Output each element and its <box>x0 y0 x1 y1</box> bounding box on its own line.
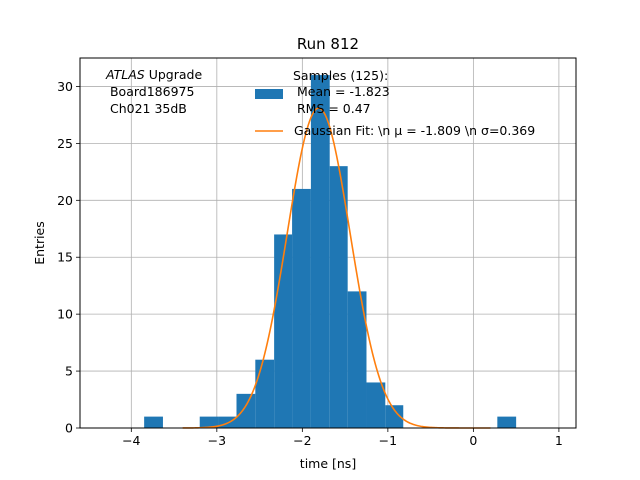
histogram-bar <box>347 291 367 428</box>
legend: Samples (125): Mean = -1.823 RMS = 0.47 … <box>255 68 535 138</box>
chart-title: Run 812 <box>297 35 359 53</box>
y-tick-label: 10 <box>57 307 73 322</box>
legend-hist-swatch <box>255 89 283 99</box>
histogram-bar <box>366 382 386 428</box>
legend-fit-label: Gaussian Fit: \n μ = -1.809 \n σ=0.369 <box>294 123 535 138</box>
histogram-bar <box>236 393 256 428</box>
histogram-bar <box>329 166 348 428</box>
x-tick-label: −3 <box>208 433 226 448</box>
y-tick-label: 30 <box>57 79 73 94</box>
y-tick-label: 25 <box>57 136 73 151</box>
annotation-line-3: Ch021 35dB <box>106 101 187 116</box>
histogram-bar <box>497 416 517 428</box>
x-tick-label: −1 <box>379 433 397 448</box>
annotation-block: ATLAS Upgrade Board186975 Ch021 35dB <box>105 67 202 116</box>
plot-frame <box>79 57 577 429</box>
histogram-bar <box>385 405 404 428</box>
histogram-bar <box>255 359 275 428</box>
y-tick-label: 15 <box>57 250 73 265</box>
x-tick-label: −4 <box>122 433 140 448</box>
histogram-bar <box>310 75 330 429</box>
histogram-bar <box>144 416 163 428</box>
legend-hist-line-2: Mean = -1.823 <box>293 84 390 99</box>
legend-hist-line-1: Samples (125): <box>293 68 388 83</box>
legend-hist-line-3: RMS = 0.47 <box>293 101 371 116</box>
histogram-bars <box>144 75 517 429</box>
x-axis-label: time [ns] <box>300 456 356 471</box>
histogram-bar <box>199 416 219 428</box>
histogram-bar <box>292 188 311 428</box>
y-tick-label: 5 <box>65 364 73 379</box>
annotation-atlas: ATLAS <box>105 67 145 82</box>
x-tick-label: −2 <box>293 433 311 448</box>
annotation-line-1: ATLAS Upgrade <box>105 67 202 82</box>
x-tick-label: 1 <box>555 433 563 448</box>
y-tick-label: 0 <box>65 421 73 436</box>
y-tick-label: 20 <box>57 193 73 208</box>
annotation-line-2: Board186975 <box>106 84 194 99</box>
x-tick-label: 0 <box>469 433 477 448</box>
y-axis-label: Entries <box>32 221 47 265</box>
histogram-bar <box>274 234 293 428</box>
annotation-upgrade: Upgrade <box>145 67 203 82</box>
